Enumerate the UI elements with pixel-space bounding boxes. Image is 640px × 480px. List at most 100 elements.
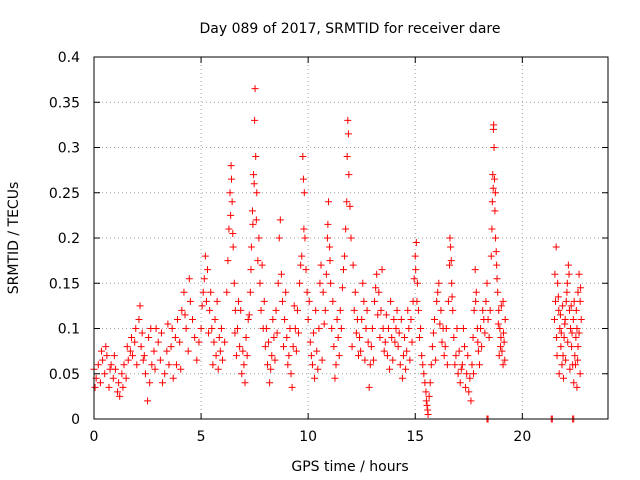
data-point bbox=[315, 325, 323, 332]
data-point bbox=[566, 365, 574, 373]
data-point bbox=[474, 347, 482, 355]
data-point bbox=[208, 325, 216, 332]
data-point bbox=[207, 288, 215, 296]
data-point bbox=[103, 352, 111, 360]
data-point bbox=[386, 365, 394, 373]
data-point bbox=[254, 257, 262, 265]
data-point bbox=[366, 361, 374, 369]
data-point bbox=[394, 343, 402, 351]
data-point bbox=[501, 356, 509, 364]
data-point bbox=[492, 234, 500, 242]
y-tick-labels: 0 0.05 0.1 0.15 0.2 0.25 0.3 0.35 0.4 bbox=[49, 50, 80, 428]
data-point bbox=[356, 334, 364, 342]
data-point bbox=[459, 325, 467, 332]
data-point bbox=[195, 338, 203, 346]
data-point bbox=[497, 302, 505, 310]
data-point bbox=[232, 352, 240, 360]
data-point bbox=[209, 361, 217, 369]
data-point bbox=[116, 392, 124, 400]
data-point bbox=[319, 288, 327, 296]
data-point bbox=[261, 343, 269, 351]
data-point bbox=[468, 361, 476, 369]
data-point bbox=[334, 334, 342, 342]
data-point bbox=[292, 347, 300, 355]
data-point bbox=[211, 315, 219, 323]
data-point bbox=[345, 171, 353, 179]
data-point bbox=[213, 297, 221, 305]
data-point bbox=[247, 243, 255, 251]
data-point bbox=[306, 338, 314, 346]
data-point bbox=[165, 361, 173, 369]
data-point bbox=[147, 325, 155, 332]
data-point bbox=[243, 352, 251, 360]
data-point bbox=[217, 325, 225, 332]
data-point bbox=[145, 334, 153, 342]
data-point bbox=[470, 306, 478, 314]
data-point bbox=[495, 352, 503, 360]
data-point bbox=[398, 374, 406, 382]
data-point bbox=[371, 297, 379, 305]
data-point bbox=[396, 361, 404, 369]
data-point bbox=[271, 356, 279, 364]
data-point bbox=[555, 370, 563, 378]
data-point bbox=[570, 379, 578, 387]
data-point bbox=[552, 243, 560, 251]
data-point bbox=[559, 352, 567, 360]
data-point bbox=[119, 383, 127, 391]
data-point bbox=[412, 239, 420, 247]
data-point bbox=[451, 361, 459, 369]
data-point bbox=[238, 370, 246, 378]
data-point bbox=[245, 311, 253, 319]
data-point bbox=[344, 116, 352, 124]
data-point bbox=[406, 356, 414, 364]
data-point bbox=[123, 343, 131, 351]
data-point bbox=[477, 325, 485, 332]
data-point bbox=[185, 275, 193, 283]
data-point bbox=[397, 315, 405, 323]
data-point bbox=[395, 329, 403, 337]
data-point bbox=[454, 370, 462, 378]
data-point bbox=[237, 306, 245, 314]
data-point bbox=[447, 243, 455, 251]
data-point bbox=[491, 207, 499, 215]
data-point bbox=[562, 297, 570, 305]
data-point bbox=[572, 306, 580, 314]
data-point bbox=[157, 329, 165, 337]
data-point bbox=[299, 175, 307, 183]
data-point bbox=[482, 297, 490, 305]
data-point bbox=[343, 198, 351, 206]
data-point bbox=[314, 365, 322, 373]
data-point bbox=[457, 365, 465, 373]
data-point bbox=[136, 302, 144, 310]
data-point bbox=[202, 297, 210, 305]
data-point bbox=[110, 352, 118, 360]
y-tick-label: 0.2 bbox=[58, 231, 80, 247]
data-point bbox=[295, 329, 303, 337]
data-point bbox=[296, 279, 304, 287]
data-point bbox=[568, 343, 576, 351]
data-point bbox=[288, 383, 296, 391]
data-point bbox=[554, 279, 562, 287]
data-point bbox=[389, 356, 397, 364]
data-point bbox=[577, 315, 585, 323]
data-point bbox=[352, 329, 360, 337]
data-point bbox=[289, 343, 297, 351]
data-point bbox=[401, 334, 409, 342]
data-point bbox=[494, 288, 502, 296]
data-point bbox=[499, 297, 507, 305]
data-point bbox=[115, 379, 123, 387]
data-point bbox=[390, 315, 398, 323]
data-point bbox=[361, 356, 369, 364]
data-point bbox=[316, 279, 324, 287]
data-point bbox=[568, 329, 576, 337]
data-point bbox=[219, 356, 226, 364]
data-point bbox=[225, 225, 233, 233]
data-point bbox=[414, 306, 422, 314]
data-point bbox=[441, 343, 449, 351]
data-point bbox=[573, 325, 581, 332]
data-point bbox=[561, 320, 569, 328]
data-point bbox=[201, 252, 209, 260]
x-tick-label: 0 bbox=[90, 429, 99, 445]
data-point bbox=[478, 343, 486, 351]
data-point bbox=[357, 347, 365, 355]
